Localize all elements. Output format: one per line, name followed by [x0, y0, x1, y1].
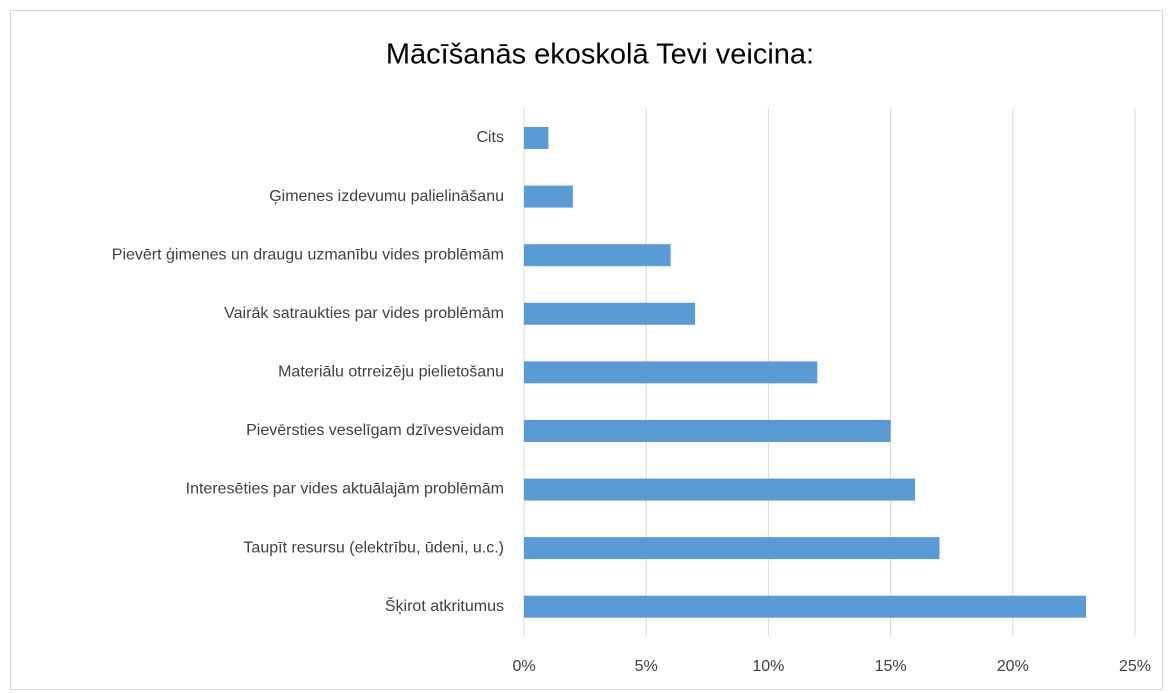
y-tick-label: Interesēties par vides aktuālajām problē… [186, 481, 504, 498]
bar [524, 595, 1087, 618]
y-tick-label: Cits [476, 129, 504, 146]
bar [524, 419, 891, 442]
bar [524, 244, 671, 267]
y-tick-label: Pievērsties veselīgam dzīvesveidam [246, 422, 504, 439]
y-tick-label: Šķirot atkritumus [385, 596, 504, 615]
x-tick-label: 5% [635, 658, 658, 675]
x-tick-label: 10% [752, 658, 784, 675]
bar [524, 478, 916, 501]
bar [524, 126, 549, 149]
chart-title: Mācīšanās ekoskolā Tevi veicina: [386, 39, 814, 71]
x-tick-label: 0% [512, 658, 535, 675]
x-tick-label: 25% [1119, 658, 1151, 675]
bar [524, 361, 818, 384]
bar [524, 537, 940, 560]
y-tick-label: Ģimenes izdevumu palielināšanu [269, 188, 504, 205]
bar [524, 185, 573, 208]
y-tick-label: Pievērt ģimenes un draugu uzmanību vides… [112, 245, 504, 263]
y-tick-label: Vairāk satraukties par vides problēmām [224, 305, 504, 322]
chart-border [10, 10, 1163, 690]
x-tick-label: 15% [875, 658, 907, 675]
x-tick-label: 20% [997, 658, 1029, 675]
y-tick-label: Taupīt resursu (elektrību, ūdeni, u.c.) [243, 539, 504, 556]
bar [524, 302, 696, 325]
y-tick-label: Materiālu otrreizēju pielietošanu [278, 364, 504, 381]
